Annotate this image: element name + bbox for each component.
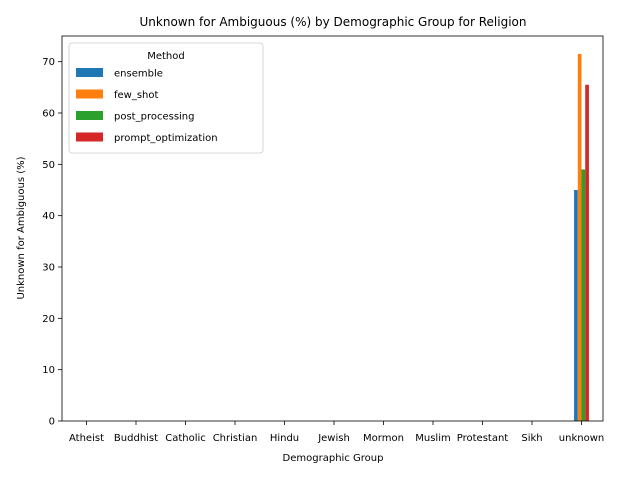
y-tick-label: 40 [42, 211, 55, 222]
legend-swatch-prompt_optimization [76, 132, 103, 142]
y-tick-label: 20 [42, 314, 55, 325]
x-tick-label: Jewish [317, 433, 350, 444]
bar-few_shot [577, 53, 582, 421]
chart-title: Unknown for Ambiguous (%) by Demographic… [140, 15, 527, 29]
legend-frame [68, 42, 264, 154]
legend-swatch-post_processing [76, 111, 103, 120]
x-tick-label: Catholic [165, 433, 206, 444]
x-axis-title: Demographic Group [283, 453, 384, 464]
legend-swatch-ensemble [76, 68, 103, 77]
legend-title: Method [147, 51, 185, 62]
plot-frame [61, 35, 604, 422]
y-tick-label: 0 [49, 417, 55, 428]
x-tick-label: Christian [213, 433, 258, 444]
legend: Method ensemble few_shot post_processingpr… [68, 42, 264, 154]
y-tick-label: 70 [42, 57, 55, 68]
y-tick-label: 60 [42, 109, 55, 120]
bar-prompt_optimization [585, 84, 589, 422]
x-tick-label: Muslim [415, 433, 450, 444]
y-tick-label: 50 [42, 160, 55, 171]
y-tick-label: 30 [42, 263, 55, 274]
legend-label: ensemble [114, 69, 163, 80]
legend-swatch-few_shot [76, 89, 103, 99]
bar-post_processing [581, 169, 586, 421]
legend-label: prompt_optimization [114, 133, 218, 144]
x-tick-label: Protestant [457, 433, 509, 444]
y-axis-ticks: 0 10 20 30 40 50 60 70 [42, 57, 62, 428]
legend-label: few_shot [114, 90, 159, 101]
x-tick-label: Mormon [363, 433, 404, 444]
legend-label: post_processing [114, 112, 195, 123]
x-tick-label: Sikh [521, 433, 542, 444]
x-tick-label: unknown [559, 433, 604, 444]
bar-ensemble [574, 190, 578, 421]
bars-group [574, 53, 589, 422]
x-tick-label: Hindu [270, 433, 299, 444]
x-tick-label: Buddhist [114, 433, 158, 444]
x-tick-label: Atheist [69, 433, 104, 444]
y-tick-label: 10 [42, 365, 55, 376]
x-axis-ticks: Atheist Buddhist Catholic Christian Hindu Jew… [69, 421, 604, 444]
y-axis-title: Unknown for Ambiguous (%) [16, 156, 27, 299]
